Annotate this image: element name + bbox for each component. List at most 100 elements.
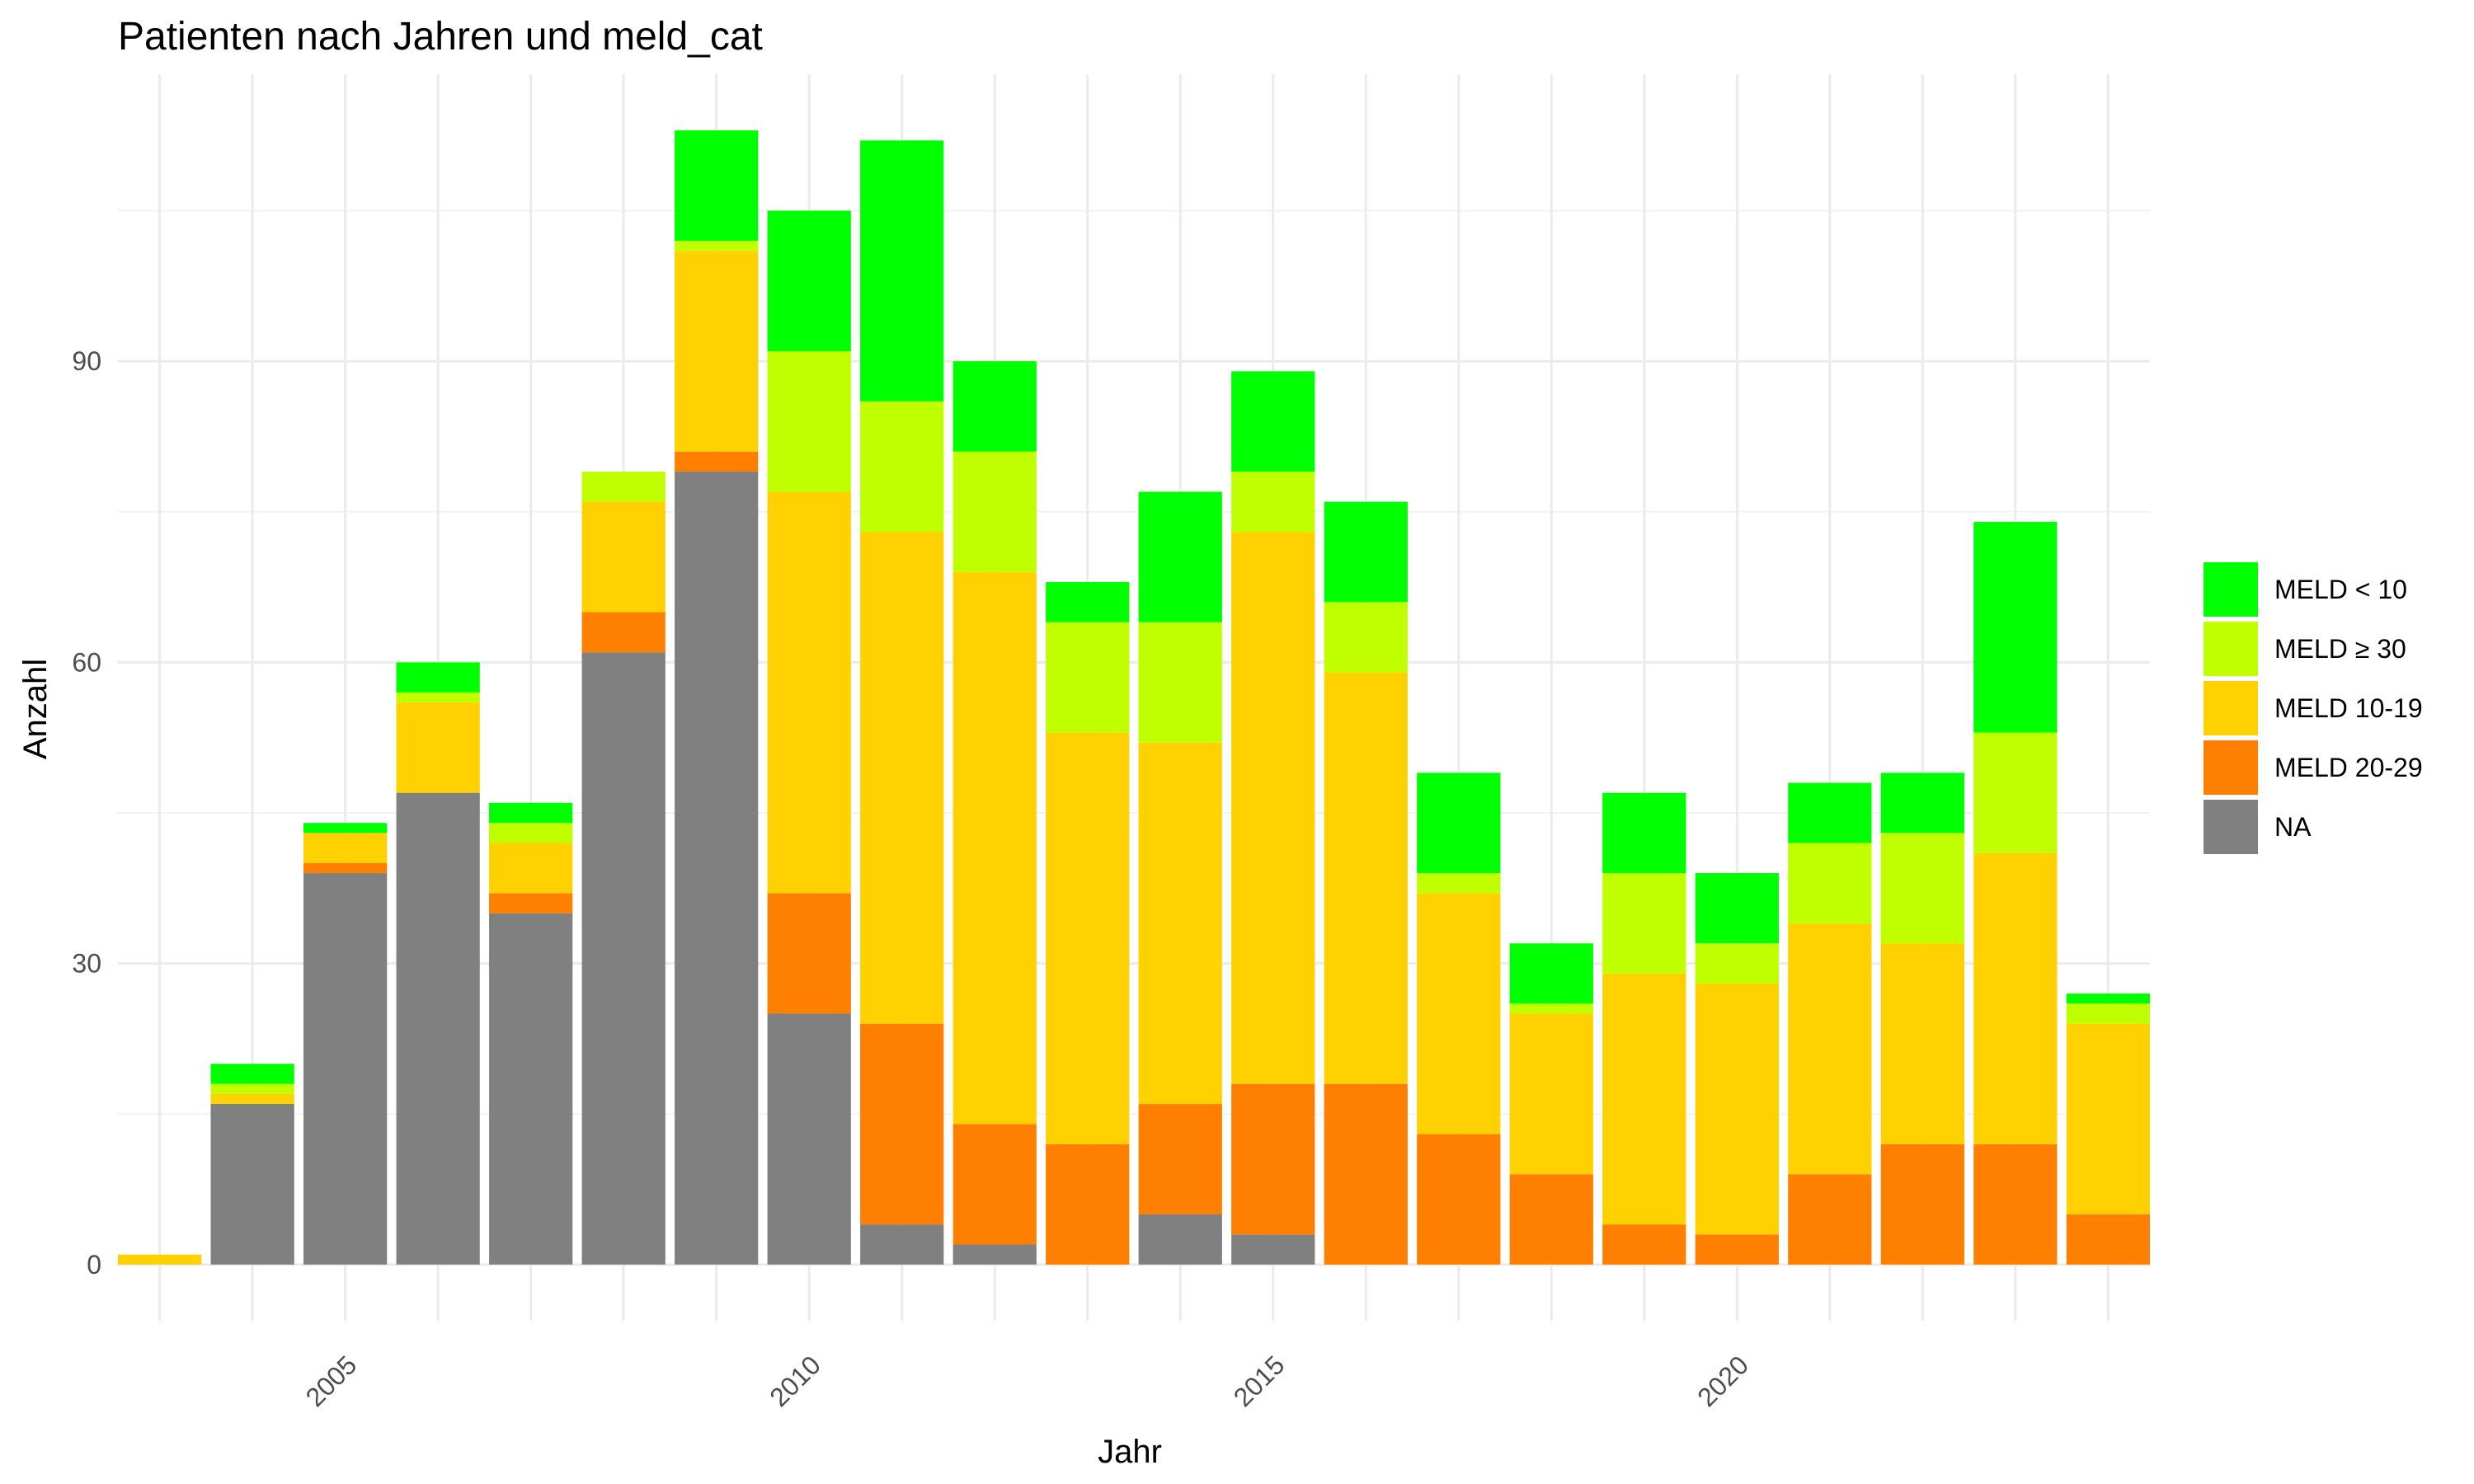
legend-swatch	[2204, 740, 2258, 795]
bar-segment	[489, 843, 573, 894]
bar-segment	[1138, 491, 1222, 622]
bar-segment	[767, 210, 851, 351]
bar-segment	[396, 702, 480, 793]
legend-swatch	[2204, 800, 2258, 854]
bar-segment	[1231, 1234, 1315, 1265]
bar-segment	[1324, 1083, 1408, 1265]
bar-segment	[489, 913, 573, 1265]
bar-segment	[1880, 833, 1964, 944]
legend-label: NA	[2274, 812, 2312, 842]
x-tick-label: 2010	[764, 1350, 826, 1412]
legend-swatch	[2204, 681, 2258, 735]
bar-segment	[952, 571, 1037, 1125]
bar-segment	[2066, 1023, 2150, 1214]
legend-label: MELD < 10	[2274, 575, 2407, 604]
bar-segment	[2066, 1214, 2150, 1265]
bar-segment	[396, 692, 480, 703]
y-tick-label: 0	[87, 1250, 101, 1280]
bar-segment	[581, 501, 666, 613]
bar-segment	[767, 491, 851, 894]
x-axis-ticks: 2005 2010 2015 2020	[300, 1350, 1754, 1412]
bar-segment	[860, 1023, 944, 1225]
bar-segment	[1324, 602, 1408, 673]
bar-segment	[2066, 1003, 2150, 1024]
y-axis-title: Anzahl	[17, 659, 54, 759]
chart-title: Patienten nach Jahren und meld_cat	[118, 15, 763, 59]
bar-segment	[303, 823, 388, 834]
legend-swatch	[2204, 622, 2258, 676]
bar-segment	[1788, 782, 1872, 843]
bar-segment	[675, 451, 759, 472]
bar-segment	[581, 472, 666, 502]
bar-segment	[1231, 1083, 1315, 1235]
bar-segment	[1880, 1144, 1964, 1265]
bar-segment	[1973, 732, 2058, 853]
legend-label: MELD 10-19	[2274, 693, 2423, 723]
bar-segment	[1231, 472, 1315, 533]
bar-segment	[396, 792, 480, 1265]
bar-segment	[1046, 1144, 1130, 1265]
bar-segment	[767, 893, 851, 1014]
bar-segment	[1695, 873, 1779, 944]
bar-segment	[1046, 582, 1130, 622]
bar-segment	[952, 451, 1037, 572]
bar-segment	[1046, 732, 1130, 1144]
legend-label: MELD ≥ 30	[2274, 634, 2406, 664]
legend-swatch	[2204, 562, 2258, 617]
bar-segment	[952, 361, 1037, 452]
bar-segment	[1695, 983, 1779, 1235]
bar-segment	[860, 140, 944, 402]
bar-segment	[1417, 1134, 1501, 1265]
bar-segment	[1973, 1144, 2058, 1265]
bar-segment	[303, 873, 388, 1265]
bar-segment	[860, 1224, 944, 1265]
bar-segment	[952, 1244, 1037, 1265]
bar-segment	[1973, 852, 2058, 1144]
bar-segment	[489, 802, 573, 824]
legend-label: MELD 20-29	[2274, 753, 2423, 782]
bar-segment	[396, 662, 480, 693]
bar-segment	[1138, 1104, 1222, 1214]
bar-segment	[581, 652, 666, 1265]
bars	[118, 130, 2150, 1265]
bar-segment	[1602, 1224, 1686, 1265]
bar-segment	[1138, 622, 1222, 743]
bar-segment	[675, 130, 759, 242]
bar-segment	[1138, 1214, 1222, 1265]
bar-segment	[952, 1124, 1037, 1245]
bar-segment	[1788, 1174, 1872, 1265]
bar-segment	[1231, 371, 1315, 472]
bar-segment	[489, 893, 573, 913]
bar-segment	[210, 1093, 294, 1105]
bar-segment	[1602, 873, 1686, 974]
bar-segment	[1880, 773, 1964, 834]
bar-segment	[1417, 893, 1501, 1134]
bar-segment	[675, 241, 759, 251]
bar-segment	[210, 1104, 294, 1265]
legend: MELD < 10 MELD ≥ 30 MELD 10-19 MELD 20-29 NA	[2204, 562, 2423, 854]
bar-segment	[860, 532, 944, 1024]
bar-segment	[118, 1254, 202, 1265]
bar-segment	[1973, 521, 2058, 733]
x-axis-title: Jahr	[1098, 1434, 1162, 1470]
bar-segment	[581, 612, 666, 653]
bar-segment	[1138, 742, 1222, 1105]
bar-segment	[767, 351, 851, 492]
bar-segment	[1324, 672, 1408, 1084]
y-tick-label: 90	[72, 346, 101, 376]
x-tick-label: 2020	[1691, 1350, 1754, 1412]
bar-segment	[1695, 1234, 1779, 1265]
bar-segment	[210, 1064, 294, 1084]
y-axis-ticks: 0 30 60 90	[72, 346, 101, 1280]
bar-segment	[767, 1013, 851, 1265]
bar-segment	[1695, 943, 1779, 984]
bar-segment	[1602, 792, 1686, 874]
bar-segment	[860, 401, 944, 533]
y-tick-label: 60	[72, 647, 101, 677]
bar-segment	[303, 833, 388, 863]
x-tick-label: 2015	[1228, 1350, 1291, 1412]
bar-segment	[1231, 532, 1315, 1084]
bar-segment	[1788, 923, 1872, 1175]
